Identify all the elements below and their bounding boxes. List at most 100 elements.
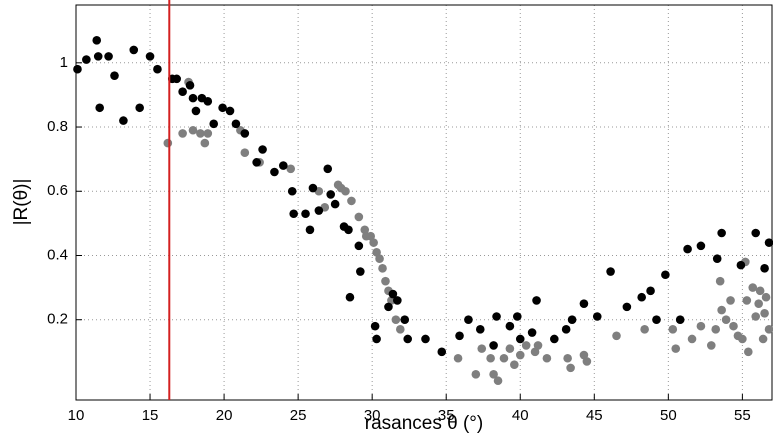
- data-point: [512, 312, 522, 321]
- data-point: [341, 186, 350, 196]
- x-tick-label: 15: [142, 407, 159, 424]
- data-point: [563, 353, 572, 363]
- data-point: [437, 347, 447, 357]
- data-point: [492, 312, 501, 321]
- data-point: [188, 93, 198, 103]
- data-point: [286, 164, 296, 174]
- data-point: [579, 299, 589, 308]
- data-point: [372, 334, 381, 344]
- data-point: [82, 55, 91, 64]
- data-point: [354, 212, 364, 222]
- data-point: [178, 129, 187, 138]
- data-point: [477, 344, 487, 353]
- data-point: [715, 276, 725, 286]
- data-point: [755, 286, 765, 296]
- data-point: [287, 186, 297, 196]
- plot-frame: [75, 4, 773, 401]
- data-point: [527, 328, 537, 337]
- data-point: [579, 350, 589, 360]
- data-point: [330, 199, 340, 209]
- y-axis-label: |R(θ)|: [11, 179, 32, 226]
- data-point: [200, 138, 210, 148]
- data-point: [567, 315, 577, 325]
- data-point: [550, 334, 559, 344]
- data-point: [760, 264, 769, 273]
- data-point: [153, 64, 162, 74]
- data-point: [378, 264, 387, 273]
- data-point: [381, 276, 390, 286]
- data-point: [758, 334, 768, 344]
- data-point: [225, 106, 235, 116]
- data-point: [400, 315, 410, 325]
- data-point: [738, 334, 747, 344]
- data-point: [308, 183, 318, 193]
- data-point: [760, 308, 769, 318]
- data-point: [493, 376, 503, 386]
- data-point: [652, 315, 661, 325]
- data-point: [453, 353, 463, 363]
- y-tick-label: 0.6: [47, 182, 68, 199]
- data-point: [683, 244, 692, 254]
- x-tick-label: 20: [216, 407, 233, 424]
- data-point: [347, 196, 356, 206]
- data-point: [129, 45, 139, 55]
- data-point: [717, 305, 726, 315]
- data-point: [717, 228, 726, 238]
- data-point: [542, 353, 552, 363]
- data-point: [203, 97, 213, 106]
- data-point: [706, 341, 716, 350]
- data-point: [561, 325, 571, 334]
- data-point: [505, 321, 515, 331]
- data-point: [530, 347, 540, 357]
- data-point: [203, 129, 213, 138]
- data-point: [475, 325, 485, 334]
- data-point: [209, 119, 219, 129]
- data-point: [388, 289, 398, 299]
- data-point: [637, 292, 646, 302]
- data-point: [375, 254, 384, 263]
- x-tick-label: 10: [68, 407, 85, 424]
- data-point: [721, 315, 731, 325]
- data-point: [163, 138, 173, 148]
- data-point: [489, 370, 498, 379]
- data-point: [119, 116, 128, 125]
- data-point: [764, 238, 773, 247]
- data-point: [387, 296, 396, 305]
- y-tick-label: 1: [60, 54, 68, 71]
- data-point: [172, 74, 181, 84]
- data-point: [761, 292, 771, 302]
- data-point: [185, 80, 195, 90]
- x-tick-label: 40: [512, 407, 529, 424]
- data-point: [135, 103, 144, 113]
- data-point: [384, 302, 393, 312]
- data-point: [455, 331, 464, 341]
- data-point: [515, 350, 525, 360]
- data-point: [748, 283, 758, 292]
- data-point: [532, 296, 541, 305]
- x-axis-label: rasances θ (°): [365, 413, 483, 434]
- data-point: [471, 370, 481, 379]
- data-point: [258, 145, 267, 154]
- data-point: [344, 225, 353, 235]
- data-point: [646, 286, 655, 296]
- data-point: [314, 206, 324, 215]
- data-point: [370, 321, 380, 331]
- data-point: [145, 52, 155, 61]
- data-point: [178, 87, 187, 97]
- data-point: [93, 52, 103, 61]
- x-tick-label: 45: [586, 407, 603, 424]
- data-point: [687, 334, 697, 344]
- data-point: [366, 231, 375, 241]
- data-point: [640, 325, 649, 334]
- data-point: [326, 190, 336, 199]
- data-point: [231, 119, 241, 129]
- data-point: [360, 225, 370, 235]
- data-point: [612, 331, 621, 341]
- data-point: [668, 325, 678, 334]
- data-point: [345, 292, 355, 302]
- x-tick-label: 30: [364, 407, 381, 424]
- data-point: [104, 52, 113, 61]
- data-point: [711, 325, 721, 334]
- data-point: [606, 267, 615, 276]
